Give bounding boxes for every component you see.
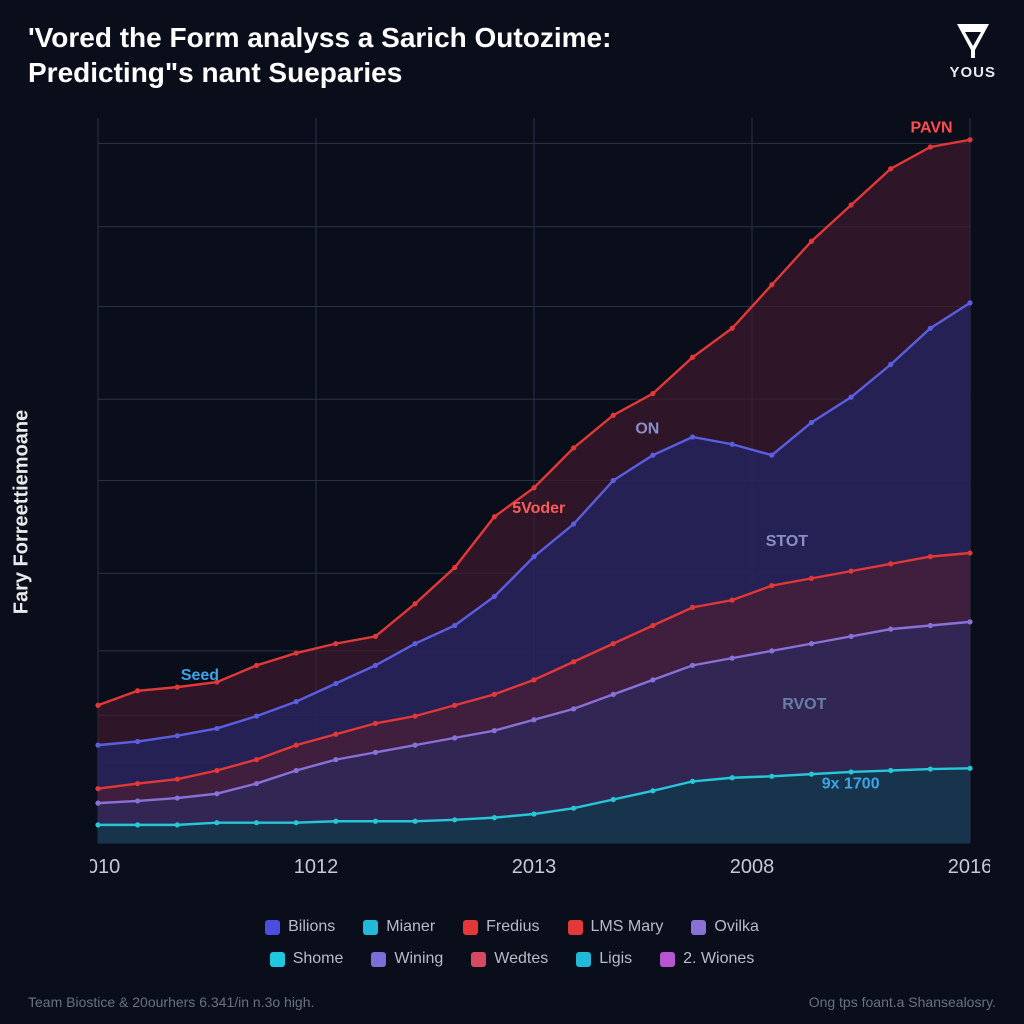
title-line-1: 'Vored the Form analyss a Sarich Outozim…	[28, 22, 611, 53]
legend-item: Bilions	[265, 918, 335, 936]
brand-text: YOUS	[949, 64, 996, 81]
legend-item: Ovilka	[691, 918, 758, 936]
legend-label: Bilions	[288, 918, 335, 936]
title-line-2: Predicting"s nant Sueparies	[28, 57, 402, 88]
svg-text:1010: 1010	[90, 856, 120, 878]
legend-item: LMS Mary	[568, 918, 664, 936]
legend-label: Ligis	[599, 950, 632, 968]
legend-label: Wedtes	[494, 950, 548, 968]
footer-right: Ong tps foant.a Shansealosry.	[809, 994, 996, 1010]
legend-item: Fredius	[463, 918, 539, 936]
legend-item: Shome	[270, 950, 344, 968]
legend-swatch	[660, 952, 675, 967]
footer-left: Team Biostice & 20ourhers 6.341/in n.3o …	[28, 994, 314, 1010]
legend: Bilions Mianer Fredius LMS Mary Ovilka Shome…	[0, 918, 1024, 968]
legend-label: 2. Wiones	[683, 950, 754, 968]
svg-text:STOT: STOT	[766, 533, 809, 550]
brand-icon	[953, 20, 993, 60]
legend-label: Shome	[293, 950, 344, 968]
svg-text:5Voder: 5Voder	[512, 500, 565, 517]
legend-swatch	[568, 920, 583, 935]
svg-text:1012: 1012	[294, 856, 339, 878]
legend-item: Wedtes	[471, 950, 548, 968]
chart-svg: 03.03.0.501102.602.004.002.501.001010101…	[90, 113, 990, 883]
legend-swatch	[270, 952, 285, 967]
svg-text:ON: ON	[635, 420, 659, 437]
legend-item: 2. Wiones	[660, 950, 754, 968]
header: 'Vored the Form analyss a Sarich Outozim…	[0, 0, 1024, 100]
svg-text:2013: 2013	[512, 856, 557, 878]
legend-row-2: Shome Wining Wedtes Ligis 2. Wiones	[0, 950, 1024, 968]
legend-swatch	[691, 920, 706, 935]
y-axis-label: Fary Forreettiemoane	[11, 410, 34, 615]
legend-label: Wining	[394, 950, 443, 968]
legend-label: Ovilka	[714, 918, 758, 936]
legend-label: LMS Mary	[591, 918, 664, 936]
legend-item: Mianer	[363, 918, 435, 936]
legend-swatch	[471, 952, 486, 967]
legend-label: Fredius	[486, 918, 539, 936]
legend-swatch	[576, 952, 591, 967]
legend-label: Mianer	[386, 918, 435, 936]
page-title: 'Vored the Form analyss a Sarich Outozim…	[28, 20, 611, 90]
svg-text:Seed: Seed	[181, 667, 219, 684]
chart: 03.03.0.501102.602.004.002.501.001010101…	[90, 113, 990, 883]
svg-text:RVOT: RVOT	[782, 696, 826, 713]
svg-text:2008: 2008	[730, 856, 775, 878]
legend-row-1: Bilions Mianer Fredius LMS Mary Ovilka	[0, 918, 1024, 936]
svg-text:2016: 2016	[948, 856, 990, 878]
legend-swatch	[371, 952, 386, 967]
svg-text:PAVN: PAVN	[910, 120, 952, 137]
legend-swatch	[463, 920, 478, 935]
legend-item: Wining	[371, 950, 443, 968]
footer: Team Biostice & 20ourhers 6.341/in n.3o …	[0, 994, 1024, 1010]
legend-swatch	[363, 920, 378, 935]
svg-text:9x 1700: 9x 1700	[822, 776, 880, 793]
brand-logo: YOUS	[949, 20, 996, 81]
legend-item: Ligis	[576, 950, 632, 968]
legend-swatch	[265, 920, 280, 935]
